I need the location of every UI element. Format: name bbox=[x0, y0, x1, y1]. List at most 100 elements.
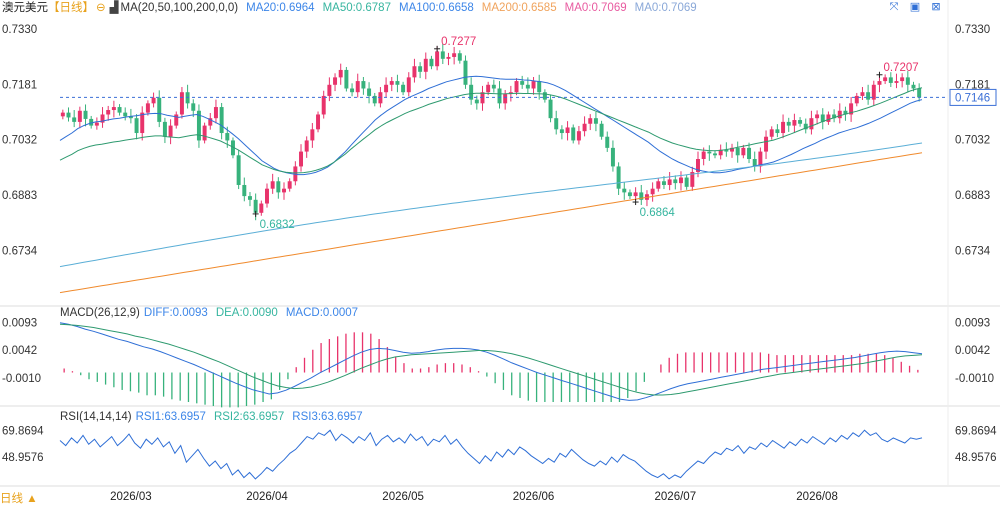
candle-body bbox=[106, 110, 111, 115]
candle-body bbox=[134, 118, 139, 134]
candle-body bbox=[367, 88, 372, 96]
price-tick-left-4: 0.6734 bbox=[2, 245, 38, 257]
candle-body bbox=[247, 196, 252, 200]
rsi-tick-right-1: 48.9576 bbox=[955, 452, 997, 464]
price-annotation-1: 0.6832 bbox=[260, 219, 295, 231]
candle-body bbox=[202, 125, 207, 141]
rsi-line bbox=[59, 429, 923, 480]
candle-body bbox=[299, 151, 304, 167]
macd-dea-line bbox=[59, 323, 923, 396]
price-tick-left-1: 0.7181 bbox=[2, 79, 37, 91]
candle-body bbox=[735, 147, 740, 156]
candle-body bbox=[639, 192, 644, 200]
candle-body bbox=[372, 95, 377, 104]
candle-body bbox=[758, 151, 763, 167]
macd-value: MACD:0.0007 bbox=[285, 307, 359, 319]
price-tick-left-0: 0.7330 bbox=[2, 24, 37, 36]
candle-body bbox=[917, 88, 922, 98]
candle-body bbox=[877, 81, 882, 85]
candle-body bbox=[894, 81, 899, 83]
candle-body bbox=[111, 107, 116, 111]
rsi-header: RSI(14,14,14) RSI1:63.6957 RSI2:63.6957 RSI… bbox=[60, 410, 371, 424]
candle-body bbox=[622, 188, 627, 193]
candle-body bbox=[213, 107, 218, 119]
rsi-tick-left-0: 69.8694 bbox=[2, 425, 44, 437]
candle-body bbox=[219, 107, 224, 134]
candle-body bbox=[588, 118, 593, 124]
candle-body bbox=[452, 53, 457, 57]
macd-tick-right-1: 0.0042 bbox=[955, 345, 990, 357]
candle-body bbox=[310, 129, 315, 141]
candle-body bbox=[457, 53, 462, 61]
price-header: 澳元美元【日线】 ⊖ ▟ MA(20,50,100,200,0,0) MA20:0.69… bbox=[2, 0, 705, 16]
close-icon[interactable]: ⊠ bbox=[931, 1, 941, 13]
candle-body bbox=[446, 56, 451, 59]
ma200-value: MA200:0.6585 bbox=[481, 2, 557, 14]
candle-body bbox=[724, 149, 729, 152]
candle-body bbox=[798, 120, 803, 124]
candle-body bbox=[548, 99, 553, 119]
price-annotation-3: 0.7207 bbox=[883, 62, 918, 74]
ma50-line bbox=[59, 87, 923, 174]
candle-body bbox=[123, 112, 128, 117]
candle-body bbox=[542, 92, 547, 100]
price-tick-right-3: 0.6883 bbox=[955, 190, 990, 202]
candle-body bbox=[94, 122, 99, 126]
candle-body bbox=[333, 77, 338, 85]
ma20-line bbox=[59, 75, 923, 176]
candle-body bbox=[900, 77, 905, 82]
candle-body bbox=[157, 97, 162, 122]
price-tick-right-1: 0.7181 bbox=[955, 79, 990, 91]
candle-body bbox=[66, 112, 71, 118]
price-tick-right-0: 0.7330 bbox=[955, 24, 990, 36]
candle-body bbox=[316, 114, 321, 130]
candle-body bbox=[673, 179, 678, 184]
chart-type-icon[interactable]: ▟ bbox=[109, 2, 119, 14]
candle-body bbox=[355, 81, 360, 93]
candle-body bbox=[826, 114, 831, 122]
candle-body bbox=[678, 177, 683, 184]
candle-body bbox=[60, 112, 65, 117]
candle-body bbox=[469, 84, 474, 100]
macd-diff-line bbox=[59, 322, 923, 401]
period-selector[interactable]: 日线 ▲ bbox=[0, 493, 38, 505]
candle-body bbox=[741, 147, 746, 156]
candle-body bbox=[287, 181, 292, 189]
candle-body bbox=[832, 114, 837, 119]
circle-icon[interactable]: ⊖ bbox=[96, 2, 106, 14]
price-annotation-0: 0.7277 bbox=[441, 36, 476, 48]
candle-body bbox=[225, 133, 230, 141]
candle-body bbox=[764, 136, 769, 152]
candle-body bbox=[713, 153, 717, 156]
candle-body bbox=[883, 77, 888, 82]
candle-body bbox=[582, 123, 587, 132]
candle-body bbox=[361, 81, 366, 89]
macd-header: MACD(26,12,9) DIFF:0.0093 DEA:0.0090 MACD:0… bbox=[60, 306, 366, 320]
window-icon[interactable]: ▣ bbox=[909, 1, 921, 13]
candle-body bbox=[486, 84, 491, 93]
candle-body bbox=[576, 131, 581, 141]
time-tick-0: 2026/03 bbox=[110, 491, 152, 503]
candle-body bbox=[905, 77, 910, 85]
macd-tick-left-2: -0.0010 bbox=[2, 373, 41, 385]
candle-body bbox=[236, 155, 241, 185]
candle-body bbox=[803, 123, 808, 130]
symbol-label: 澳元美元 bbox=[2, 2, 48, 14]
period-tag[interactable]: 【日线】 bbox=[48, 2, 94, 14]
price-tick-left-3: 0.6883 bbox=[2, 190, 37, 202]
candle-body bbox=[843, 110, 848, 115]
candle-body bbox=[866, 92, 871, 100]
candle-body bbox=[559, 129, 564, 134]
rsi-tick-right-0: 69.8694 bbox=[955, 425, 997, 437]
macd-diff: DIFF:0.0093 bbox=[143, 307, 208, 319]
candle-body bbox=[191, 103, 196, 111]
last-price-label: 0.7146 bbox=[955, 92, 990, 104]
candle-body bbox=[401, 84, 406, 93]
candle-body bbox=[554, 118, 559, 130]
candle-body bbox=[696, 159, 700, 172]
fullscreen-icon[interactable]: ⤧ bbox=[889, 1, 899, 13]
macd-tick-left-1: 0.0042 bbox=[2, 345, 37, 357]
candle-body bbox=[593, 118, 598, 124]
